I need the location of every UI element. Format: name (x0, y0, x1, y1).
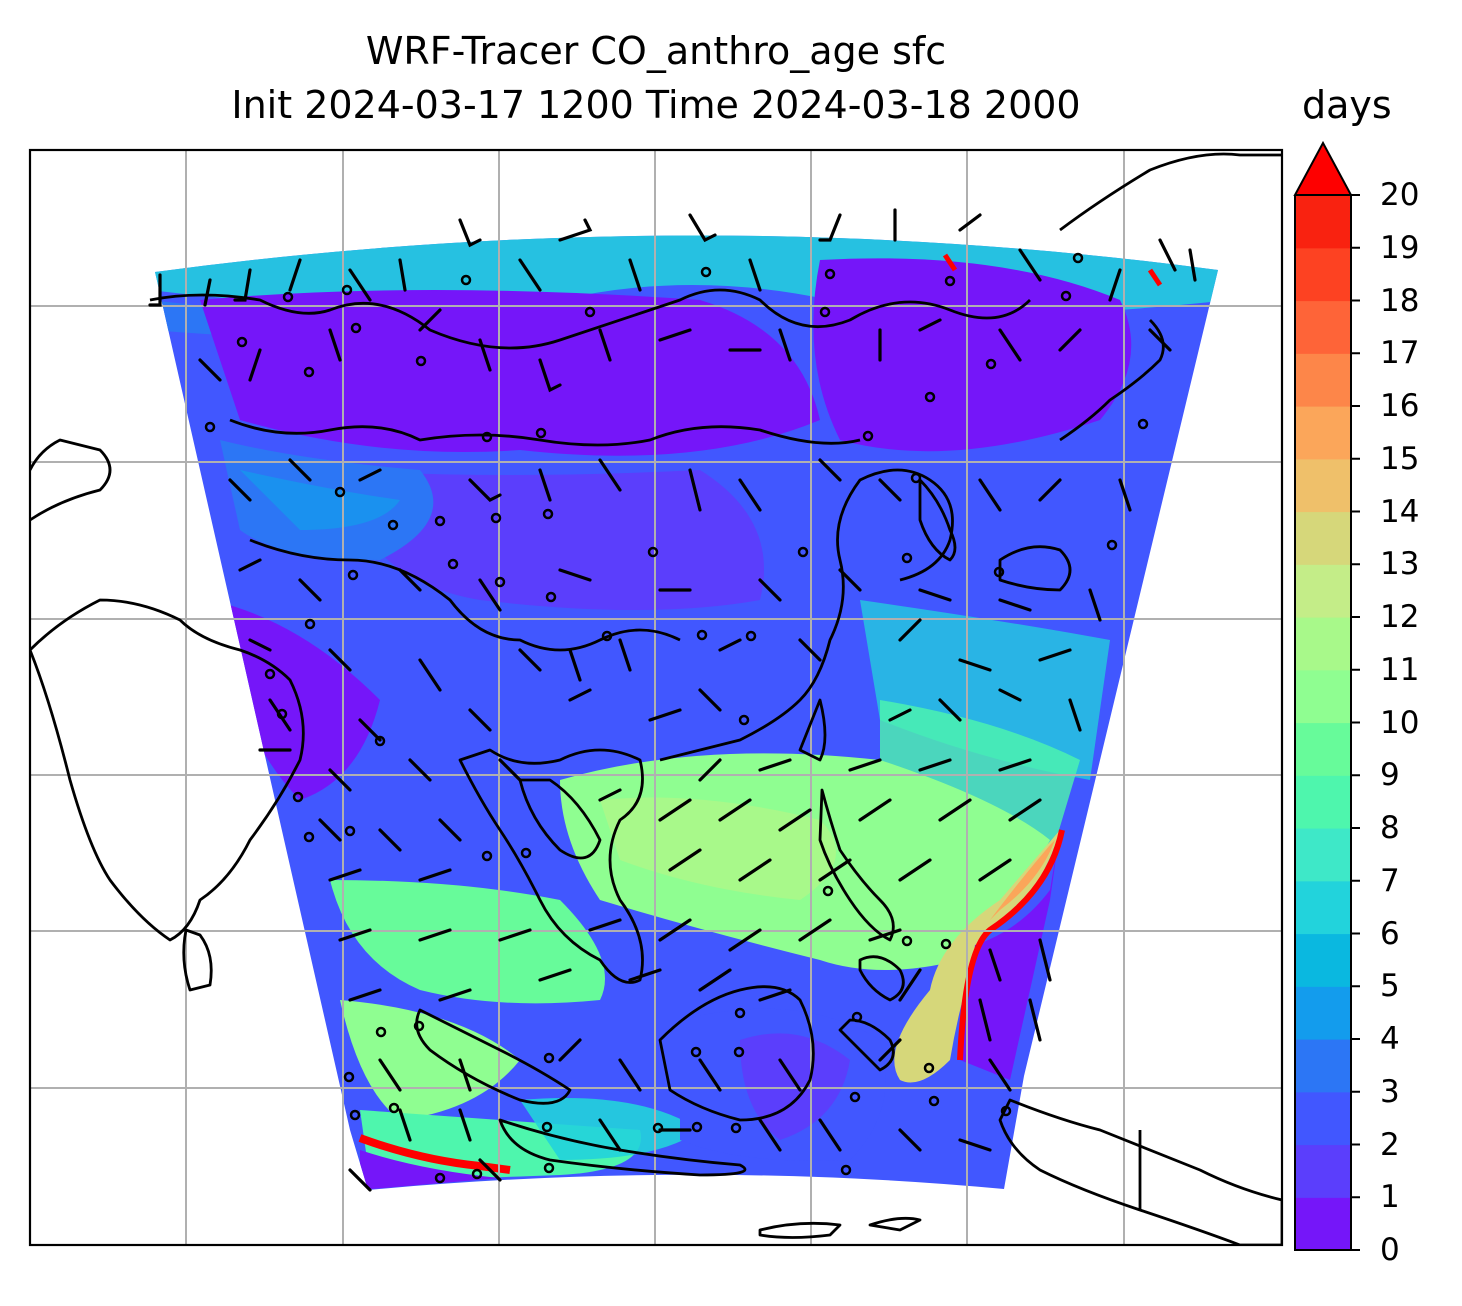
map-frame (28, 148, 1284, 1247)
colorbar-segment (1295, 722, 1351, 776)
colorbar-segment (1295, 880, 1351, 935)
colorbar-tick-label: 17 (1380, 335, 1420, 372)
colorbar-tick-label: 3 (1380, 1073, 1400, 1110)
colorbar-tick-label: 5 (1380, 968, 1400, 1005)
colorbar-tick-label: 19 (1380, 229, 1420, 266)
colorbar-segment (1295, 300, 1351, 354)
colorbar-segment (1295, 828, 1351, 882)
calm-wind-circles (204, 252, 1149, 1184)
colorbar-tick-label: 4 (1380, 1021, 1400, 1057)
colorbar-segment (1295, 1144, 1351, 1198)
colorbar-segment (1295, 986, 1351, 1040)
colorbar-tick-label: 12 (1380, 599, 1420, 635)
colorbar-segment (1295, 933, 1351, 987)
colorbar-tick-label: 13 (1380, 546, 1420, 583)
colorbar-tick-label: 6 (1380, 915, 1400, 952)
colorbar-segment (1295, 669, 1351, 724)
colorbar-segment (1295, 406, 1351, 460)
colorbar-unit-label: days (1302, 83, 1392, 127)
colorbar-tick-label: 1 (1380, 1179, 1400, 1216)
colorbar-tick-label: 11 (1380, 651, 1420, 688)
colorbar-segment (1295, 564, 1351, 618)
colorbar-segment (1295, 1197, 1351, 1251)
colorbar-segment (1295, 247, 1351, 302)
colorbar-tick-label: 8 (1380, 810, 1400, 846)
colorbar-tick-label: 20 (1380, 177, 1420, 213)
colorbar-segment (1295, 353, 1351, 407)
colorbar-extend-arrow (1293, 140, 1353, 196)
colorbar-tick-label: 18 (1380, 282, 1420, 319)
colorbar-tick-label: 0 (1380, 1232, 1400, 1268)
wind-barbs (148, 208, 1197, 1192)
colorbar-tick-label: 9 (1380, 757, 1400, 794)
coastlines (30, 152, 1282, 1245)
colorbar-segment (1295, 775, 1351, 829)
colorbar-tick-label: 7 (1380, 862, 1400, 899)
colorbar-tick-label: 2 (1380, 1126, 1400, 1163)
title-line-2: Init 2024-03-17 1200 Time 2024-03-18 200… (231, 83, 1081, 127)
colorbar-segment (1295, 458, 1351, 513)
colorbar (1293, 140, 1360, 1251)
map-area (30, 150, 1282, 1245)
colorbar-tick-label: 14 (1380, 493, 1420, 530)
colorbar-segment (1295, 511, 1351, 565)
colorbar-segment (1295, 195, 1351, 249)
colorbar-tick-label: 15 (1380, 440, 1420, 477)
colorbar-segment (1295, 617, 1351, 671)
colorbar-segment (1295, 1091, 1351, 1146)
colorbar-tick-label: 16 (1380, 388, 1420, 424)
colorbar-segment (1295, 1039, 1351, 1093)
title-line-1: WRF-Tracer CO_anthro_age sfc (365, 29, 947, 73)
gridlines (30, 150, 1282, 1245)
colorbar-tick-label: 10 (1380, 704, 1420, 741)
